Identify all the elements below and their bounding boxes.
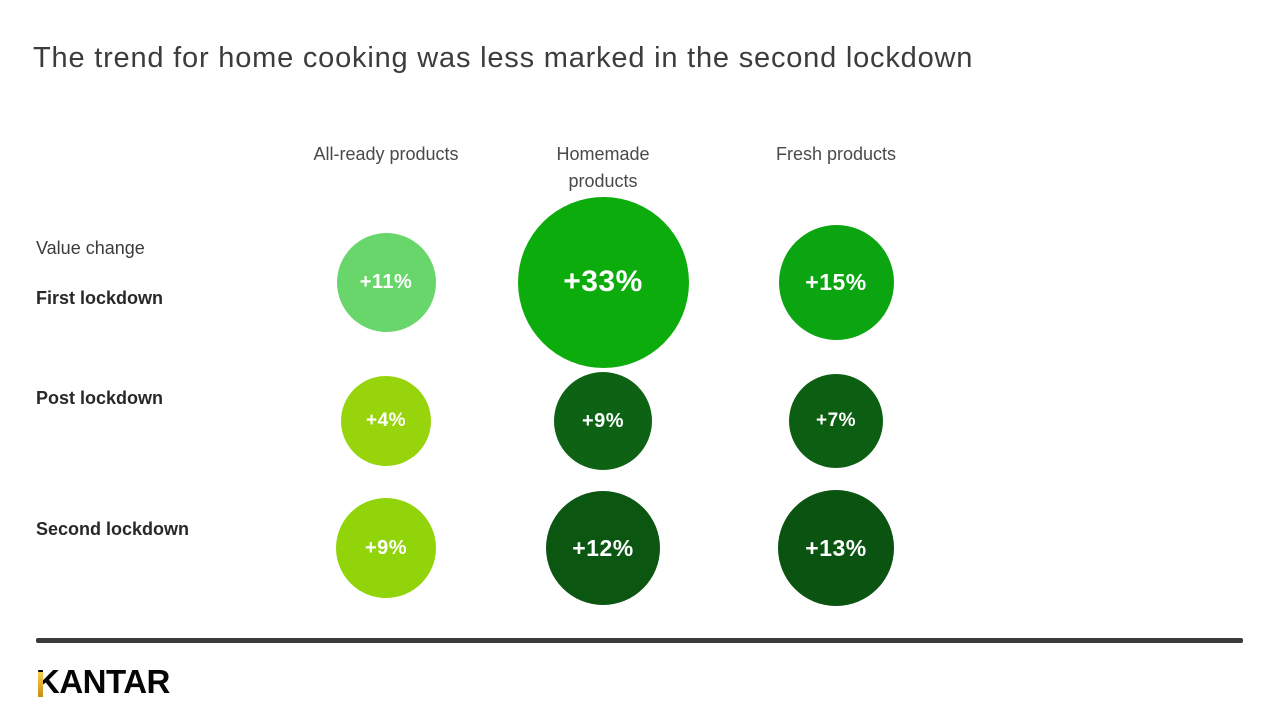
row-label-second-lockdown: Second lockdown xyxy=(36,519,190,539)
kantar-logo: KANTAR xyxy=(36,664,170,700)
column-header-fresh-products: Fresh products xyxy=(775,144,897,164)
bubble-second-lockdown-homemade-products: +12% xyxy=(546,491,660,605)
kantar-logo-gold-bar xyxy=(38,672,43,697)
footer-divider xyxy=(36,638,1243,643)
bubble-post-lockdown-homemade-products: +9% xyxy=(554,372,652,470)
bubble-value-label: +12% xyxy=(572,534,634,561)
column-header-all-ready-products: All-ready products xyxy=(313,144,459,164)
bubble-value-label: +15% xyxy=(805,268,867,295)
bubble-first-lockdown-fresh-products: +15% xyxy=(778,224,894,340)
kantar-logo-text: KANTAR xyxy=(36,663,170,700)
bubble-first-lockdown-all-ready-products: +11% xyxy=(336,232,436,332)
column-header-homemade-products: Homemade products xyxy=(556,144,650,191)
bubble-second-lockdown-fresh-products: +13% xyxy=(778,490,894,606)
bubble-value-label: +9% xyxy=(581,409,625,432)
bubble-post-lockdown-fresh-products: +7% xyxy=(789,374,883,468)
bubble-value-label: +11% xyxy=(359,270,413,293)
bubble-value-label: +33% xyxy=(563,265,643,298)
bubble-first-lockdown-homemade-products: +33% xyxy=(517,196,689,368)
row-label-first-lockdown: First lockdown xyxy=(36,288,164,308)
metric-label: Value change xyxy=(36,238,145,258)
row-label-post-lockdown: Post lockdown xyxy=(36,388,164,408)
slide-title: The trend for home cooking was less mark… xyxy=(33,42,974,74)
bubble-value-label: +7% xyxy=(815,410,857,431)
bubble-value-label: +4% xyxy=(365,410,407,431)
bubble-value-label: +13% xyxy=(805,534,867,561)
bubble-value-label: +9% xyxy=(364,536,408,559)
bubble-post-lockdown-all-ready-products: +4% xyxy=(341,376,431,466)
bubble-second-lockdown-all-ready-products: +9% xyxy=(336,498,436,598)
